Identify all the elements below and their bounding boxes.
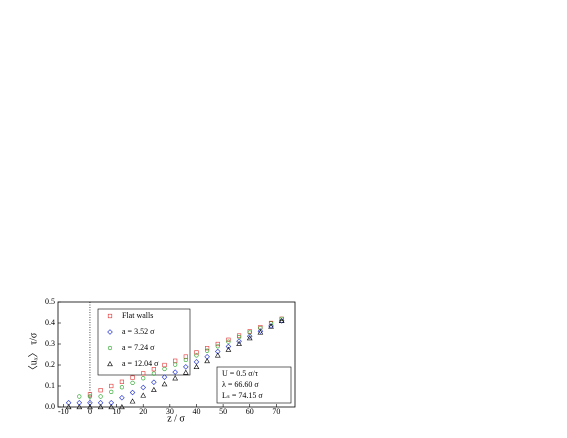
marker xyxy=(226,337,231,342)
marker xyxy=(193,359,200,365)
plot-frame xyxy=(57,301,296,408)
marker xyxy=(140,384,146,391)
marker xyxy=(236,334,242,340)
marker xyxy=(87,392,93,397)
marker xyxy=(268,321,274,326)
marker xyxy=(215,344,220,349)
marker xyxy=(140,392,147,398)
x-tick-label: -10 xyxy=(58,407,69,416)
marker xyxy=(172,369,178,375)
marker xyxy=(257,329,264,335)
y-tick-label: 0.0 xyxy=(45,402,55,411)
marker xyxy=(225,346,232,352)
x-tick-label: 60 xyxy=(246,407,254,416)
marker xyxy=(119,379,125,384)
marker xyxy=(183,364,189,370)
marker xyxy=(119,385,125,390)
marker xyxy=(225,343,232,350)
marker xyxy=(215,341,220,347)
marker xyxy=(87,394,93,399)
marker xyxy=(161,374,168,380)
marker xyxy=(97,404,104,410)
x-tick-label: 10 xyxy=(113,407,121,416)
legend-label: Flat walls xyxy=(122,311,153,320)
annotation: U = 0.5 σ/τ xyxy=(222,369,259,378)
marker xyxy=(109,389,114,394)
marker xyxy=(76,404,83,410)
legend-marker xyxy=(107,361,113,367)
marker xyxy=(236,338,242,345)
marker xyxy=(108,404,115,410)
marker xyxy=(279,316,284,321)
marker xyxy=(130,380,135,385)
y-tick-label: 0.3 xyxy=(45,339,55,348)
marker xyxy=(268,323,274,329)
marker xyxy=(247,330,252,335)
x-tick-label: 30 xyxy=(166,407,174,416)
marker xyxy=(87,404,93,410)
marker xyxy=(257,328,264,334)
marker xyxy=(194,353,199,358)
legend-box xyxy=(97,308,191,376)
marker xyxy=(65,404,72,410)
marker xyxy=(151,367,156,372)
legend-label: a = 12.04 σ xyxy=(122,359,159,368)
marker xyxy=(141,371,146,376)
marker xyxy=(183,357,188,363)
marker xyxy=(193,363,200,369)
y-axis-label: 〈uₓ〉 τ/σ xyxy=(27,332,39,375)
marker xyxy=(204,358,210,364)
x-tick-label: 40 xyxy=(192,407,200,416)
marker xyxy=(215,348,221,355)
y-tick-label: 0.5 xyxy=(45,297,55,306)
marker xyxy=(109,383,114,389)
marker xyxy=(141,376,146,381)
marker xyxy=(162,366,167,372)
legend-marker xyxy=(107,345,113,351)
legend-label: a = 7.24 σ xyxy=(122,343,155,352)
marker xyxy=(130,375,135,380)
marker xyxy=(182,369,189,375)
marker xyxy=(77,394,82,399)
annotation: λ = 66.60 σ xyxy=(222,380,259,389)
marker xyxy=(98,388,103,393)
marker xyxy=(246,333,253,339)
marker xyxy=(119,404,125,410)
x-tick-label: 70 xyxy=(272,407,280,416)
marker xyxy=(161,381,168,387)
marker xyxy=(151,371,156,376)
marker xyxy=(278,317,285,324)
marker xyxy=(98,394,103,399)
x-tick-label: 20 xyxy=(139,407,147,416)
y-tick-label: 0.1 xyxy=(45,381,55,390)
x-axis-label: z / σ xyxy=(167,413,185,424)
marker xyxy=(129,398,136,404)
annotation-box xyxy=(216,366,292,404)
y-tick-label: 0.4 xyxy=(45,318,55,327)
legend-marker xyxy=(107,313,113,319)
marker xyxy=(205,348,210,353)
marker xyxy=(173,362,178,367)
y-tick-label: 0.2 xyxy=(45,360,55,369)
x-tick-label: 50 xyxy=(219,407,227,416)
legend-marker xyxy=(107,329,113,335)
marker xyxy=(236,333,242,338)
marker xyxy=(246,335,253,341)
marker xyxy=(172,375,179,381)
marker xyxy=(151,379,157,385)
marker xyxy=(119,394,125,401)
marker xyxy=(226,339,231,344)
marker xyxy=(258,325,263,331)
marker xyxy=(205,346,210,351)
marker xyxy=(194,350,199,355)
marker xyxy=(129,389,136,396)
marker xyxy=(236,340,242,346)
marker xyxy=(151,386,157,392)
legend-label: a = 3.52 σ xyxy=(122,327,155,336)
annotation: Lₛ = 74.15 σ xyxy=(222,391,263,400)
x-tick-label: 0 xyxy=(88,407,92,416)
marker xyxy=(162,362,167,368)
marker xyxy=(214,352,221,358)
